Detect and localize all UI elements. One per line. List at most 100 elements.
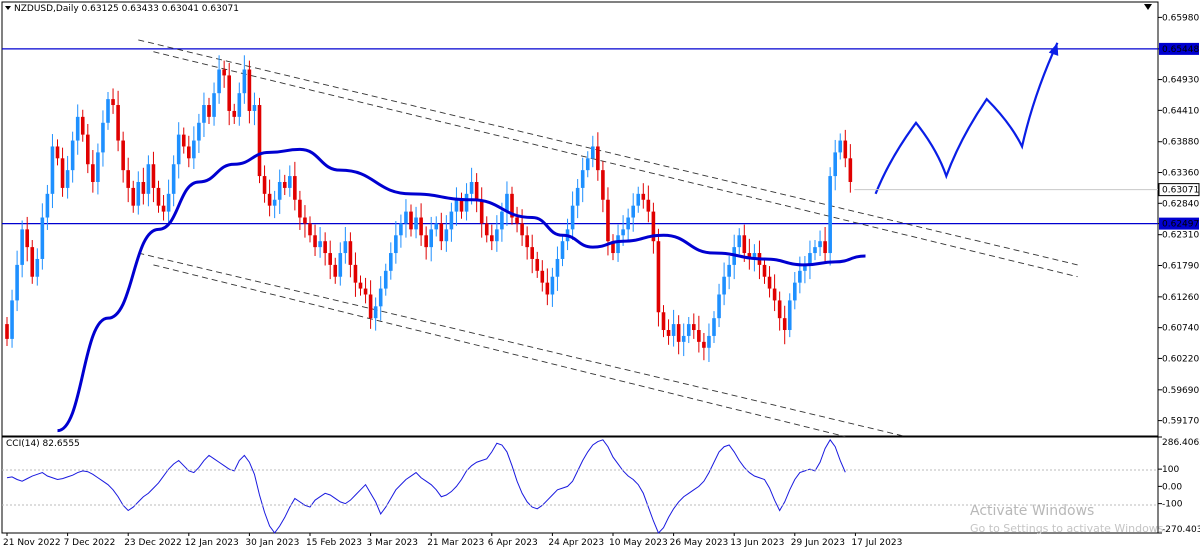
- time-tick-label: 10 May 2023: [609, 538, 668, 548]
- candle-body: [25, 229, 29, 248]
- candle-body: [641, 193, 646, 200]
- candle-body: [686, 324, 691, 336]
- candle-body: [843, 140, 848, 159]
- candle-body: [818, 241, 822, 248]
- candle-body: [591, 146, 595, 159]
- candle-body: [570, 205, 575, 230]
- candle-body: [353, 264, 358, 283]
- moving-average-line: [57, 147, 866, 433]
- candle-body: [449, 211, 454, 230]
- price-tick-label: 0.62310: [1162, 231, 1199, 241]
- candle-body: [45, 193, 50, 218]
- price-tick-label: 0.61260: [1162, 293, 1199, 303]
- candle-body: [166, 193, 171, 212]
- candle-body: [232, 110, 237, 117]
- candle-body: [15, 264, 19, 301]
- candle-body: [101, 122, 105, 153]
- candle-body: [631, 205, 635, 218]
- candle-body: [237, 93, 242, 117]
- candle-body: [257, 105, 262, 177]
- candle-body: [363, 288, 368, 295]
- candle-body: [545, 282, 550, 295]
- candle-body: [328, 253, 332, 265]
- candle-body: [409, 211, 413, 230]
- candle-body: [666, 330, 671, 336]
- candles: [5, 55, 853, 362]
- candle-body: [40, 217, 45, 259]
- candle-body: [75, 116, 80, 141]
- candle-body: [707, 335, 711, 348]
- price-tick-label: 0.63880: [1162, 138, 1199, 148]
- candle-body: [495, 229, 499, 242]
- price-tick-label: 0.59170: [1162, 417, 1199, 427]
- cci-tick-label: 286.4062: [1162, 438, 1200, 448]
- projection-arrowhead: [1048, 42, 1059, 56]
- candle-body: [429, 229, 433, 248]
- candle-body: [525, 235, 529, 248]
- candle-body: [833, 152, 837, 177]
- candle-body: [712, 318, 716, 336]
- candle-body: [106, 99, 110, 123]
- candle-body: [555, 258, 560, 277]
- price-tick-label: 0.63071: [1162, 186, 1199, 196]
- time-tick-label: 30 Jan 2023: [245, 538, 299, 548]
- time-axis: 21 Nov 2022 7 Dec 2022 23 Dec 2022 12 Jan 2…: [3, 533, 902, 548]
- channel-line: [153, 51, 1078, 278]
- candle-body: [348, 241, 353, 265]
- candle-body: [681, 335, 686, 342]
- time-tick-label: 23 Dec 2022: [124, 538, 182, 548]
- projection-path: [874, 42, 1059, 195]
- candle-body: [96, 152, 100, 182]
- candle-body: [373, 306, 378, 319]
- candle-body: [580, 170, 585, 188]
- price-tick-label: 0.65980: [1162, 13, 1199, 23]
- channel-line: [138, 252, 907, 438]
- candle-body: [601, 170, 605, 200]
- candle-body: [515, 217, 519, 224]
- candle-body: [848, 158, 853, 182]
- candle-body: [333, 264, 338, 277]
- channel-line: [153, 264, 846, 438]
- candle-body: [187, 146, 191, 159]
- candle-body: [651, 211, 656, 242]
- candle-body: [262, 176, 267, 194]
- candle-body: [131, 187, 136, 206]
- candle-body: [267, 193, 272, 206]
- candle-body: [717, 294, 721, 319]
- time-tick-label: 7 Dec 2022: [64, 538, 116, 548]
- scroll-arrow-icon[interactable]: [1144, 4, 1152, 10]
- time-tick-label: 26 May 2023: [670, 538, 729, 548]
- candle-body: [575, 187, 580, 206]
- price-tick-label: 0.60220: [1162, 354, 1199, 364]
- candle-body: [661, 312, 666, 331]
- candle-body: [697, 330, 701, 342]
- candle-body: [459, 199, 464, 212]
- channel-line: [138, 39, 1078, 266]
- candle-body: [282, 181, 287, 188]
- candle-body: [111, 99, 115, 106]
- cci-axis: 286.4062 100 0.00 -100 -270.4031: [1158, 436, 1200, 535]
- candle-body: [671, 324, 676, 336]
- price-label-box: [1159, 217, 1199, 230]
- cci-plot-frame: [1, 436, 1159, 534]
- cci-tick-label: 100: [1162, 465, 1179, 475]
- candle-body: [787, 300, 792, 331]
- candle-body: [399, 223, 403, 236]
- price-tick-label: 0.64930: [1162, 76, 1199, 86]
- candle-body: [621, 229, 625, 236]
- price-tick-label: 0.62840: [1162, 199, 1199, 209]
- candle-body: [171, 164, 176, 194]
- cci-tick-label: -100: [1162, 500, 1183, 510]
- time-tick-label: 29 Jun 2023: [791, 538, 845, 548]
- candle-body: [424, 235, 428, 248]
- candle-body: [772, 288, 777, 301]
- candle-body: [55, 146, 60, 159]
- candle-body: [212, 93, 216, 117]
- candle-body: [404, 211, 408, 224]
- candle-body: [777, 300, 782, 319]
- candle-body: [454, 199, 459, 212]
- candle-body: [490, 235, 494, 242]
- candle-body: [500, 211, 504, 230]
- price-label-box: [1159, 42, 1199, 55]
- candle-body: [207, 105, 211, 117]
